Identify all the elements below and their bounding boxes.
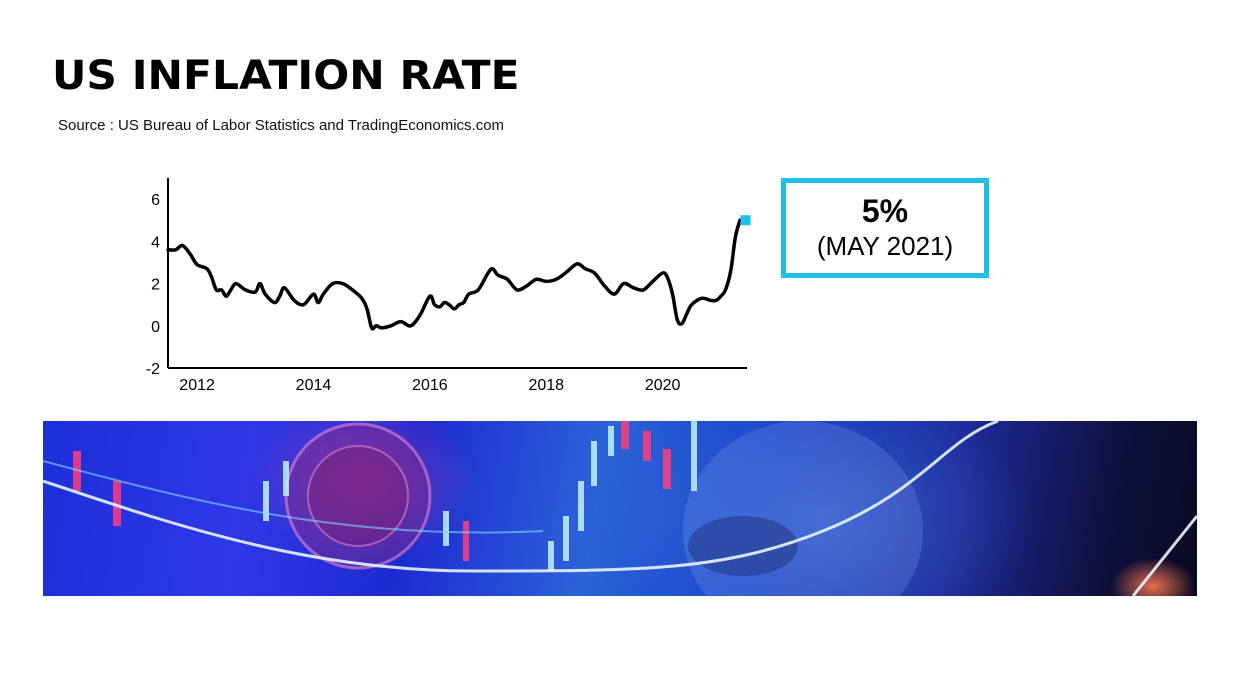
callout-value: 5% [861,192,909,229]
portrait-shape [683,421,923,596]
y-tick-label: 4 [151,234,160,251]
latest-value-callout: 5% (MAY 2021) [781,178,989,278]
latest-point-marker [740,215,751,226]
y-tick-label: -2 [146,361,160,378]
source-note: Source : US Bureau of Labor Statistics a… [58,117,505,134]
x-tick-label: 2012 [179,377,215,394]
x-tick-label: 2016 [412,377,448,394]
inflation-series-line [166,218,742,331]
inflation-line-chart: -2 0 2 4 6 2012 2014 2016 2018 2020 [146,178,751,394]
y-tick-label: 0 [151,319,160,336]
callout-date: (MAY 2021) [816,231,954,261]
y-tick-label: 2 [151,277,160,294]
glow-trend-line [43,421,999,573]
page-title: US INFLATION RATE [52,53,520,99]
x-tick-label: 2014 [296,377,332,394]
y-tick-label: 6 [151,192,160,209]
x-tick-label: 2020 [645,377,681,394]
financial-banner-image [43,421,1197,596]
x-tick-label: 2018 [528,377,564,394]
